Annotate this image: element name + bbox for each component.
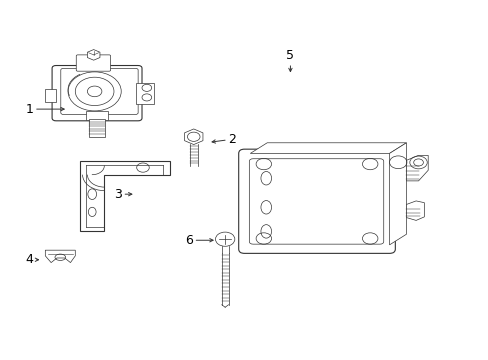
FancyBboxPatch shape	[238, 149, 394, 253]
Polygon shape	[389, 143, 406, 245]
Text: 5: 5	[286, 49, 294, 72]
Polygon shape	[406, 201, 424, 220]
Text: 4: 4	[25, 253, 39, 266]
FancyBboxPatch shape	[52, 66, 142, 121]
Text: 3: 3	[114, 188, 132, 201]
FancyBboxPatch shape	[76, 55, 110, 71]
Polygon shape	[406, 156, 427, 181]
Bar	[45, 89, 56, 102]
Circle shape	[215, 232, 234, 246]
Polygon shape	[250, 143, 406, 153]
Polygon shape	[45, 250, 75, 262]
Bar	[86, 111, 107, 120]
Polygon shape	[184, 129, 203, 145]
Polygon shape	[87, 50, 100, 60]
Text: 6: 6	[184, 234, 213, 247]
Polygon shape	[80, 161, 169, 231]
Bar	[136, 82, 154, 104]
Bar	[89, 119, 104, 138]
Text: 1: 1	[25, 103, 64, 116]
Text: 2: 2	[212, 133, 236, 146]
